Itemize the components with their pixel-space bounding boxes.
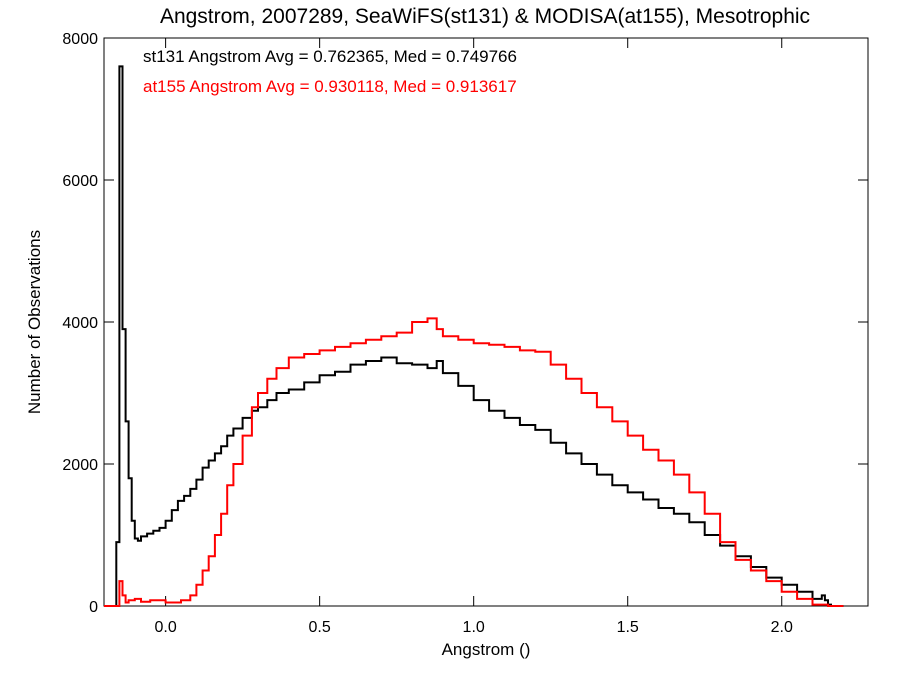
- series-layer: [104, 65, 844, 607]
- y-tick-label: 6000: [62, 173, 98, 190]
- series-line-st131: [104, 65, 844, 607]
- x-axis-label: Angstrom (): [442, 640, 531, 659]
- legend-entry-at155: at155 Angstrom Avg = 0.930118, Med = 0.9…: [143, 77, 517, 96]
- legend-entry-st131: st131 Angstrom Avg = 0.762365, Med = 0.7…: [143, 47, 517, 66]
- x-axis-ticks: 0.0 0.5 1.0 1.5 2.0: [154, 38, 793, 636]
- y-tick-label: 4000: [62, 315, 98, 332]
- plot-frame: [103, 37, 869, 607]
- y-tick-label: 0: [89, 599, 98, 616]
- y-tick-label: 8000: [62, 31, 98, 48]
- x-tick-label: 0.0: [154, 619, 176, 636]
- y-axis-ticks: 0 2000 4000 6000 8000: [62, 31, 868, 616]
- series-line-at155: [104, 317, 844, 607]
- x-tick-label: 1.0: [463, 619, 485, 636]
- chart-title: Angstrom, 2007289, SeaWiFS(st131) & MODI…: [160, 5, 810, 28]
- y-tick-label: 2000: [62, 457, 98, 474]
- y-axis-label: Number of Observations: [25, 230, 44, 414]
- x-tick-label: 2.0: [771, 619, 793, 636]
- x-tick-label: 1.5: [617, 619, 639, 636]
- x-tick-label: 0.5: [309, 619, 331, 636]
